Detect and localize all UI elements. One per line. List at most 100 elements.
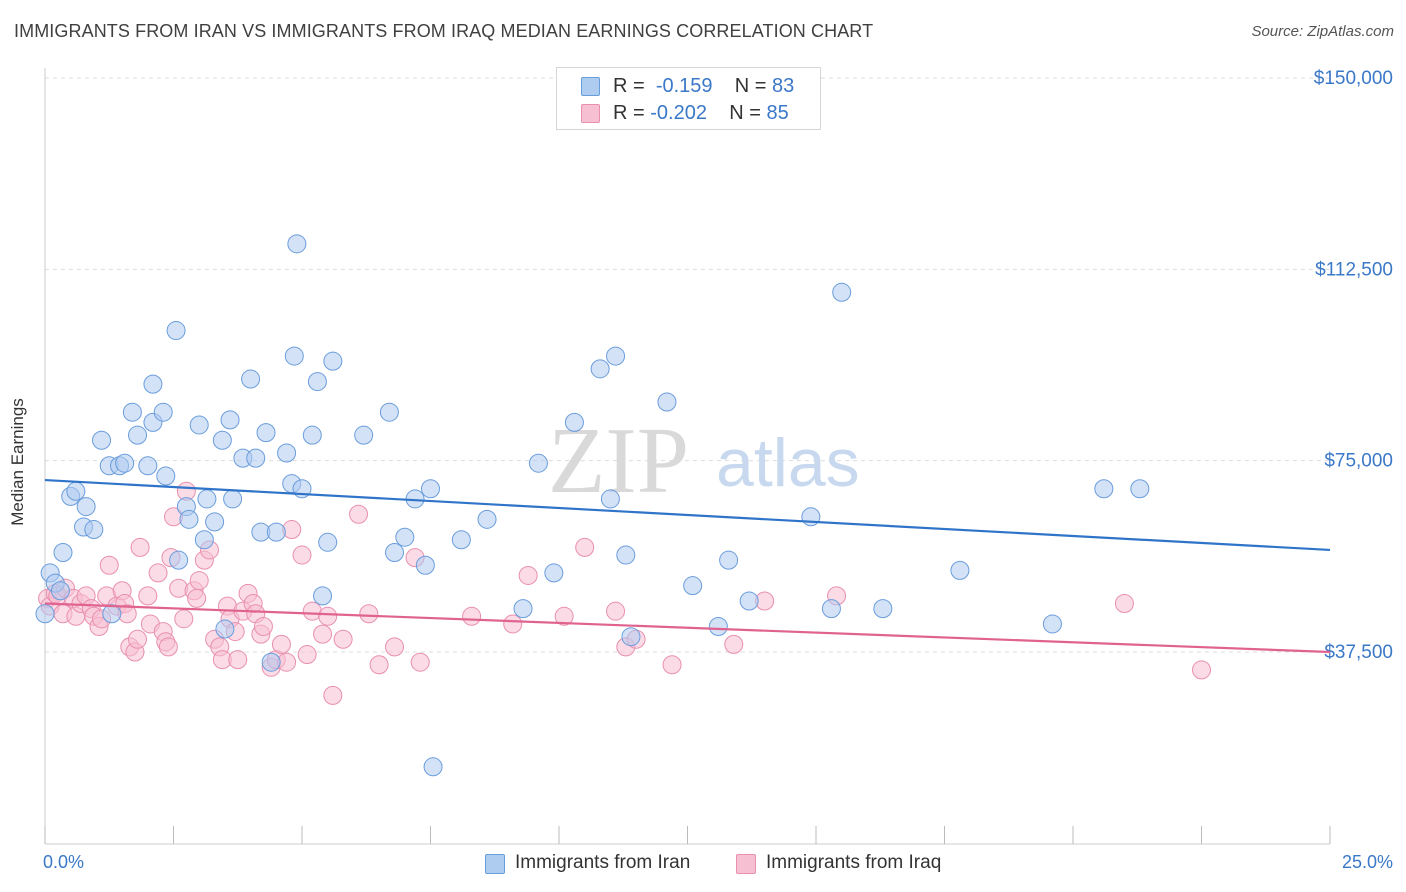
iran-point (153, 402, 173, 422)
iran-point (53, 543, 73, 563)
iran-point (544, 563, 564, 583)
iran-point (194, 530, 214, 550)
iran-point (600, 489, 620, 509)
iraq-point (130, 537, 150, 557)
iran-point (451, 530, 471, 550)
iran-point (1130, 479, 1150, 499)
iraq-point (292, 545, 312, 565)
y-tick-label: $112,500 (1315, 259, 1393, 280)
iran-point (421, 479, 440, 499)
iran-point (657, 392, 677, 412)
iran-point (50, 581, 70, 601)
iran-point (950, 560, 970, 580)
grid-lines (45, 77, 1330, 653)
iran-point (621, 627, 641, 647)
iran-point (616, 545, 636, 565)
iraq-point (333, 629, 353, 649)
iran-point (115, 453, 135, 473)
correlation-legend: R = -0.159 N = 83 R = -0.202 N = 85 (556, 67, 821, 130)
iraq-swatch (581, 104, 600, 123)
iran-point (169, 550, 189, 570)
iraq-point (174, 609, 194, 629)
y-tick-label: $150,000 (1314, 68, 1393, 89)
iran-n-label: N = (734, 75, 767, 97)
y-tick-labels: $37,500 $75,000 $112,500 $150,000 (1314, 68, 1393, 663)
iran-point (307, 372, 327, 392)
iran-point (528, 453, 548, 473)
iraq-point (128, 629, 148, 649)
iraq-point (148, 563, 168, 583)
iraq-point (385, 637, 405, 657)
iran-point (590, 359, 610, 379)
iran-point (287, 234, 307, 254)
iran-point (683, 576, 703, 596)
iran-point (84, 520, 104, 540)
iran-point (189, 415, 209, 435)
series-iran-points (35, 234, 1150, 777)
iraq-point (462, 606, 482, 626)
iran-point (266, 522, 286, 542)
bottom-iraq-swatch (736, 854, 756, 874)
iraq-point (575, 537, 595, 557)
iran-point (102, 604, 122, 624)
iraq-point (228, 650, 248, 670)
iraq-n-value: 85 (766, 102, 789, 124)
iran-point (564, 412, 584, 432)
iraq-point (518, 565, 538, 585)
iran-point (821, 599, 841, 619)
iraq-point (503, 614, 523, 634)
iran-point (220, 410, 240, 430)
iran-point (179, 509, 199, 529)
iraq-point (138, 586, 158, 606)
iran-point (241, 369, 261, 389)
iraq-point (1192, 660, 1211, 680)
iran-point (323, 351, 343, 371)
iran-point (477, 509, 497, 529)
iran-point (166, 321, 186, 341)
iran-point (1042, 614, 1062, 634)
iraq-point (369, 655, 389, 675)
iraq-r-label: R = (613, 102, 645, 124)
iraq-point (158, 637, 178, 657)
iran-point (143, 374, 163, 394)
iran-point (302, 425, 322, 445)
iran-point (832, 282, 852, 302)
iraq-point (662, 655, 682, 675)
iraq-point (271, 634, 291, 654)
iran-point (261, 652, 281, 672)
y-tick-label: $37,500 (1324, 642, 1393, 663)
iran-point (215, 619, 235, 639)
iraq-point (99, 555, 119, 575)
iraq-n-label: N = (729, 102, 761, 124)
iran-point (122, 402, 142, 422)
iran-point (1094, 479, 1114, 499)
iraq-point (410, 652, 430, 672)
iran-swatch (581, 77, 600, 96)
bottom-iran-label: Immigrants from Iran (515, 852, 691, 873)
iran-point (313, 586, 333, 606)
bottom-iraq-label: Immigrants from Iraq (766, 852, 942, 873)
bottom-iran-swatch (485, 854, 505, 874)
iran-point (284, 346, 304, 366)
iran-point (318, 532, 338, 552)
x-tick-label-min: 0.0% (43, 852, 85, 872)
iran-point (423, 757, 443, 777)
source-label: Source: ZipAtlas.com (1251, 23, 1394, 40)
y-tick-label: $75,000 (1324, 451, 1393, 472)
iraq-point (253, 616, 273, 636)
iran-point (197, 489, 217, 509)
iran-r-label: R = (613, 75, 645, 97)
iran-point (379, 402, 399, 422)
iran-point (415, 555, 435, 575)
iran-r-value: -0.159 (655, 75, 713, 97)
iran-point (92, 430, 112, 450)
iran-point (385, 543, 405, 563)
iran-point (395, 527, 415, 547)
iraq-point (1114, 594, 1134, 614)
iran-trend-line (44, 478, 1331, 552)
iraq-point (323, 685, 343, 705)
iran-point (277, 443, 297, 463)
iran-point (719, 550, 739, 570)
iran-point (223, 489, 243, 509)
